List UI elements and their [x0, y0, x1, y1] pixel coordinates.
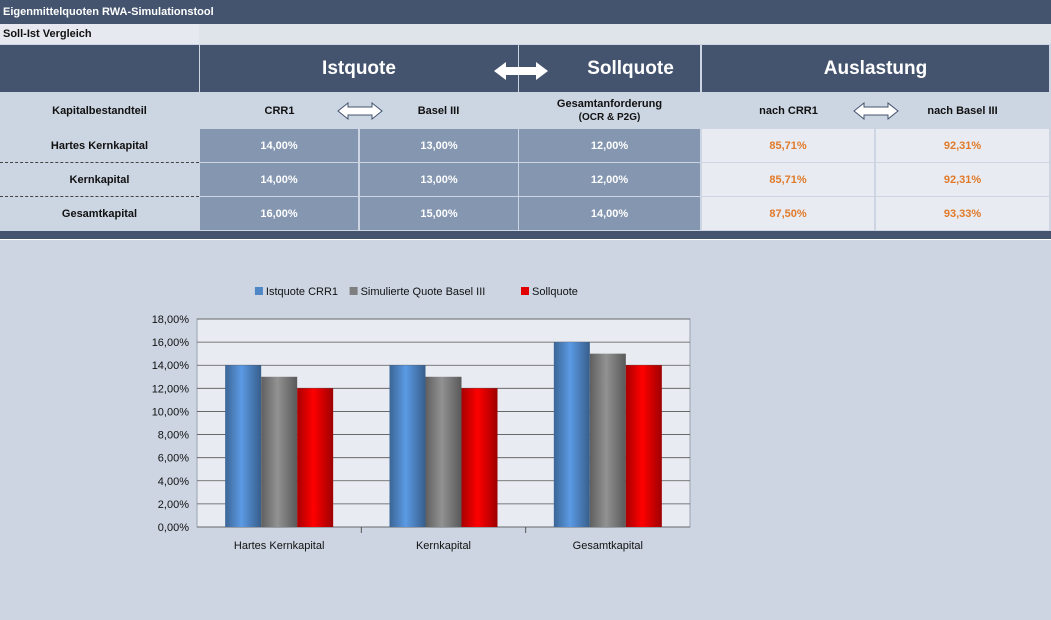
istquote-basel3-value: 13,00%	[360, 129, 518, 162]
bar	[261, 376, 298, 527]
bar	[297, 388, 334, 527]
auslastung-crr1-value: 85,71%	[702, 129, 874, 162]
sollquote-value: 12,00%	[519, 129, 700, 162]
subheader-kapitalbestandteil: Kapitalbestandteil	[0, 93, 199, 128]
sollquote-value: 12,00%	[519, 163, 700, 196]
header-auslastung-label: Auslastung	[823, 57, 928, 79]
legend-swatch	[254, 287, 263, 295]
double-arrow-outline-icon	[853, 102, 899, 120]
auslastung-basel3-value: 92,31%	[876, 129, 1049, 162]
bar-chart: 0,00% 2,00% 4,00% 6,00% 8,00% 10,00% 12,00% 14,…	[152, 286, 691, 552]
auslastung-crr1-value: 87,50%	[702, 197, 874, 230]
istquote-basel3-value: 15,00%	[360, 197, 518, 230]
bar	[389, 365, 426, 527]
legend-swatch	[349, 287, 358, 295]
auslastung-crr1-value: 85,71%	[702, 163, 874, 196]
row-label: Hartes Kernkapital	[0, 129, 199, 162]
double-arrow-outline-icon	[337, 102, 383, 120]
subheader-crr1-label: CRR1	[264, 104, 295, 117]
section-row: Soll-Ist Vergleich	[0, 24, 1051, 44]
header-istquote-label: Istquote	[322, 57, 396, 79]
auslastung-basel3-value: 92,31%	[876, 163, 1049, 196]
subheader-gesamtanforderung-label: Gesamtanforderung	[556, 97, 663, 110]
istquote-crr1-value: 14,00%	[200, 129, 358, 162]
y-tick-label: 12,00%	[152, 383, 190, 395]
istquote-crr1-value: 14,00%	[200, 163, 358, 196]
y-tick-label: 10,00%	[152, 406, 190, 418]
legend-swatch	[521, 287, 529, 295]
header-sollquote: Sollquote	[519, 45, 700, 92]
section-row-fill	[200, 24, 1049, 44]
bar	[589, 353, 626, 527]
y-tick-label: 18,00%	[152, 314, 190, 326]
header-istquote: Istquote	[200, 45, 518, 92]
subheader-nach-basel3-label: nach Basel III	[927, 104, 998, 117]
row-label: Gesamtkapital	[0, 197, 199, 230]
header-sollquote-label: Sollquote	[587, 57, 674, 79]
double-arrow-icon	[494, 62, 548, 80]
y-tick-label: 4,00%	[158, 476, 189, 488]
table-bottom-bar	[0, 231, 1051, 239]
subheader-basel3-label: Basel III	[417, 104, 460, 117]
legend-label: Sollquote	[532, 286, 578, 298]
x-tick-label: Hartes Kernkapital	[234, 540, 325, 552]
x-tick-label: Kernkapital	[416, 540, 471, 552]
header-auslastung: Auslastung	[702, 45, 1049, 92]
subheader-nach-basel3: nach Basel III	[876, 93, 1049, 128]
subheader-crr1: CRR1	[200, 93, 359, 128]
y-tick-label: 8,00%	[158, 430, 189, 442]
sollquote-value: 14,00%	[519, 197, 700, 230]
y-tick-label: 16,00%	[152, 337, 190, 349]
auslastung-basel3-value: 93,33%	[876, 197, 1049, 230]
y-tick-label: 2,00%	[158, 499, 189, 511]
x-tick-label: Gesamtkapital	[573, 540, 643, 552]
legend-label: Istquote CRR1	[266, 286, 338, 298]
istquote-crr1-value: 16,00%	[200, 197, 358, 230]
subheader-gesamtanforderung-note: (OCR & P2G)	[578, 111, 641, 123]
subheader-gesamtanforderung: Gesamtanforderung (OCR & P2G)	[519, 93, 700, 128]
window-title: Eigenmittelquoten RWA-Simulationstool	[0, 0, 1051, 24]
istquote-basel3-value: 13,00%	[360, 163, 518, 196]
legend-label: Simulierte Quote Basel III	[361, 286, 486, 298]
row-divider	[0, 162, 199, 163]
bar	[425, 376, 462, 527]
bar	[553, 342, 590, 527]
subheader-basel3: Basel III	[359, 93, 518, 128]
y-tick-label: 14,00%	[152, 360, 190, 372]
bar	[625, 365, 662, 527]
table-bottom-line	[0, 239, 1051, 240]
y-tick-label: 6,00%	[158, 453, 189, 465]
subheader-nach-crr1-label: nach CRR1	[759, 104, 818, 117]
subheader-nach-crr1: nach CRR1	[702, 93, 875, 128]
y-tick-label: 0,00%	[158, 522, 189, 534]
bar	[225, 365, 262, 527]
row-divider	[0, 196, 199, 197]
subheader-kapitalbestandteil-label: Kapitalbestandteil	[52, 104, 147, 117]
row-label: Kernkapital	[0, 163, 199, 196]
section-label: Soll-Ist Vergleich	[0, 24, 199, 44]
bar	[461, 388, 498, 527]
header-blank-cell	[0, 45, 199, 92]
